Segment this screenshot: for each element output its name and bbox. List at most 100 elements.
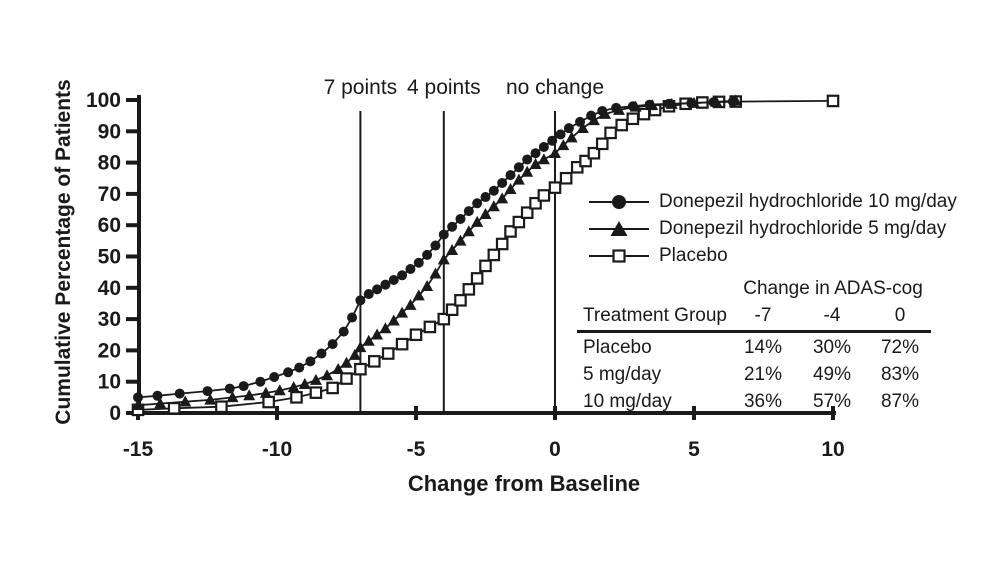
legend-item-placebo: Placebo (588, 242, 957, 269)
x-tick-label: -10 (262, 438, 292, 461)
filled-triangle-marker (396, 306, 409, 318)
open-square-marker (579, 154, 592, 168)
filled-circle-marker (405, 264, 416, 275)
filled-triangle-marker (132, 398, 144, 410)
filled-circle-marker (283, 367, 294, 378)
filled-triangle-marker (154, 397, 167, 409)
filled-triangle-marker (179, 395, 192, 407)
filled-circle-marker (133, 392, 143, 403)
filled-triangle-marker (462, 225, 475, 237)
open-square-marker (368, 355, 381, 368)
filled-triangle-marker (243, 389, 256, 401)
open-square-marker (381, 347, 395, 360)
open-square-marker (309, 386, 323, 399)
y-tick-label: 80 (98, 152, 121, 175)
y-tick-label: 50 (98, 246, 121, 269)
filled-circle-marker (397, 270, 408, 281)
filled-triangle-marker (537, 153, 550, 165)
x-tick-label: 10 (821, 438, 844, 461)
filled-circle-marker (555, 129, 566, 140)
filled-triangle-marker (471, 215, 484, 227)
filled-triangle-marker (362, 334, 375, 346)
ref-line-label-7-points: 7 points (323, 76, 398, 99)
open-square-marker (537, 189, 551, 202)
y-tick-label: 10 (98, 371, 121, 394)
filled-circle-marker (202, 386, 213, 397)
filled-circle-marker (347, 312, 358, 323)
filled-circle-marker (463, 206, 474, 217)
filled-triangle-marker (259, 386, 272, 398)
open-square-marker (409, 328, 423, 342)
filled-triangle-marker (412, 289, 425, 301)
filled-circle-marker (316, 348, 327, 359)
open-square-marker (215, 400, 228, 414)
open-square-marker (826, 94, 840, 108)
filled-triangle-marker (340, 356, 353, 368)
filled-triangle-marker (387, 314, 400, 326)
open-square-marker (326, 381, 339, 395)
filled-triangle-marker (512, 173, 525, 185)
filled-circle-marker (447, 221, 458, 232)
filled-circle-marker (563, 123, 574, 134)
filled-circle-marker (413, 257, 424, 268)
filled-circle-marker (422, 249, 433, 260)
filled-circle-marker (380, 279, 391, 290)
open-square-marker (504, 225, 517, 238)
filled-circle-marker (513, 162, 524, 173)
open-square-marker (587, 146, 601, 160)
open-square-marker (595, 137, 609, 151)
y-tick-label: 90 (98, 120, 121, 143)
filled-triangle-marker (354, 341, 367, 353)
filled-triangle-marker (479, 208, 492, 220)
filled-circle-marker (472, 198, 483, 209)
open-square-marker (290, 391, 303, 404)
filled-triangle-marker (549, 147, 561, 159)
filled-triangle-marker (487, 200, 500, 212)
y-tick-label: 60 (98, 214, 121, 237)
table-row-group: Placebo (583, 337, 652, 358)
filled-triangle-marker (454, 234, 467, 246)
legend-item-donepezil-10mg: Donepezil hydrochloride 10 mg/day (588, 188, 957, 215)
filled-circle-legend-icon (589, 194, 649, 209)
filled-circle-marker (727, 96, 738, 107)
table-cell: 87% (880, 391, 920, 412)
y-tick-label: 70 (98, 183, 121, 206)
filled-circle-marker (255, 376, 266, 387)
filled-circle-marker (327, 339, 338, 350)
x-tick-label: 5 (688, 438, 700, 461)
ref-line-label-no-change: no change (505, 76, 605, 99)
series-filled-circle (133, 96, 738, 403)
filled-triangle-marker (404, 298, 417, 310)
filled-triangle-marker (576, 121, 589, 133)
filled-triangle-marker (309, 373, 322, 385)
table-title: Change in ADAS-cog (743, 278, 923, 299)
open-square-marker (454, 294, 467, 307)
filled-triangle-marker (504, 183, 517, 195)
filled-triangle-marker (446, 244, 459, 256)
table-row-group: 5 mg/day (583, 364, 662, 385)
table-cell: 36% (743, 391, 783, 412)
legend-label-donepezil-5mg: Donepezil hydrochloride 5 mg/day (659, 217, 947, 239)
filled-triangle-marker (529, 157, 542, 169)
x-tick-label: -5 (407, 438, 426, 461)
filled-circle-marker (611, 102, 622, 113)
open-square-marker (529, 196, 542, 210)
filled-circle-marker (644, 99, 655, 110)
filled-circle-marker (488, 185, 499, 196)
filled-circle-marker (505, 170, 516, 181)
open-square-marker (462, 283, 476, 296)
open-square-marker (395, 337, 409, 351)
filled-triangle-marker (437, 253, 450, 265)
table-cell: 49% (812, 364, 852, 385)
legend-item-donepezil-5mg: Donepezil hydrochloride 5 mg/day (588, 215, 957, 242)
filled-circle-marker (305, 356, 316, 367)
open-square-marker (437, 312, 451, 326)
filled-circle-marker (708, 97, 719, 108)
filled-triangle-marker (298, 378, 311, 390)
filled-circle-marker (388, 274, 399, 285)
open-square-marker (512, 215, 526, 229)
x-tick-label: -15 (123, 438, 154, 461)
filled-circle-marker (522, 154, 533, 165)
